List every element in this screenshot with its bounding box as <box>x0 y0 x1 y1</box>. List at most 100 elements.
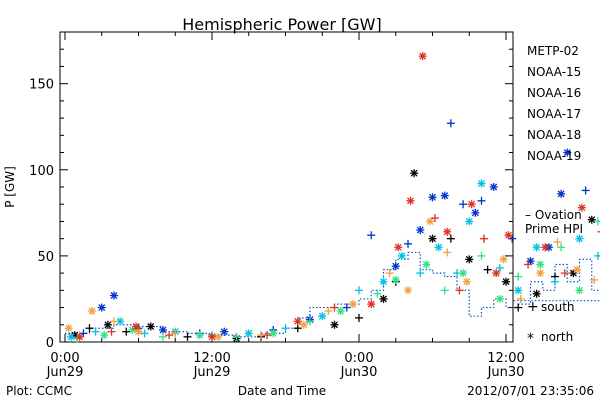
south-point <box>306 317 314 326</box>
plot-area <box>59 31 514 343</box>
mark-stroke <box>514 286 522 294</box>
north-point <box>87 307 96 315</box>
south-point <box>263 331 272 340</box>
mark-stroke <box>406 197 414 205</box>
north-point <box>477 179 486 188</box>
mark-stroke <box>576 286 583 294</box>
south-point <box>159 332 167 341</box>
mark-stroke <box>422 261 430 268</box>
south-point <box>557 243 566 252</box>
south-point <box>553 238 562 247</box>
mark-stroke <box>496 295 504 303</box>
mark-stroke <box>100 331 108 339</box>
south-point <box>479 234 488 243</box>
south-point <box>483 265 492 274</box>
north-point <box>100 331 109 340</box>
y-tick-labels: 0 50 100 150 <box>29 78 54 351</box>
mark-stroke <box>398 252 406 260</box>
north-point <box>64 324 73 333</box>
north-point <box>489 183 498 191</box>
south-point <box>122 327 131 336</box>
mark-stroke <box>490 183 498 191</box>
north-point <box>75 332 84 341</box>
south-point <box>281 324 290 333</box>
south-point <box>385 269 394 278</box>
x-tick-date: Jun30 <box>487 365 525 380</box>
footer-left: Plot: CCMC <box>6 384 72 398</box>
mark-stroke <box>578 204 586 212</box>
legend-item: NOAA-15 <box>527 65 581 79</box>
south-point <box>293 324 302 333</box>
north-point <box>465 255 474 264</box>
mark-stroke <box>116 317 124 325</box>
north-point <box>575 234 584 243</box>
south-point <box>455 286 464 295</box>
mark-stroke <box>147 323 155 330</box>
mark-stroke <box>471 209 479 217</box>
mark-stroke <box>468 200 476 208</box>
south-point <box>430 214 439 222</box>
south-point <box>446 119 455 128</box>
north-point <box>422 260 431 269</box>
mark-stroke <box>536 269 544 277</box>
legend-item: NOAA-17 <box>527 107 581 121</box>
legend-item: METP-02 <box>527 44 579 58</box>
south-point <box>367 231 376 240</box>
mark-stroke <box>220 328 228 336</box>
south-point <box>183 332 192 341</box>
north-point <box>434 243 443 252</box>
footer-right: 2012/07/01 23:35:06 <box>467 384 594 398</box>
mark-stroke <box>349 300 357 308</box>
north-point <box>563 148 572 157</box>
north-point <box>514 286 523 295</box>
north-point <box>499 255 508 264</box>
south-point <box>516 294 525 303</box>
north-point <box>116 317 125 326</box>
mark-stroke <box>492 269 500 277</box>
north-point <box>391 262 400 271</box>
y-tick-label: 50 <box>37 250 54 265</box>
south-point <box>85 324 94 333</box>
north-point <box>208 332 216 341</box>
mark-stroke <box>588 216 596 224</box>
mark-stroke <box>104 321 112 329</box>
north-point <box>244 329 253 338</box>
north-label: north <box>541 330 573 344</box>
mark-stroke <box>419 52 427 60</box>
north-point <box>459 269 468 278</box>
y-axis-label: P [GW] <box>3 166 17 208</box>
south-point <box>373 289 382 298</box>
legend-item: NOAA-16 <box>527 86 581 100</box>
south-point <box>508 234 517 243</box>
mark-stroke <box>576 235 583 243</box>
north-point <box>532 289 541 298</box>
south-point <box>110 317 118 326</box>
north-point <box>418 52 427 61</box>
mark-stroke <box>76 333 84 341</box>
north-point <box>410 169 419 178</box>
south-point <box>477 196 486 205</box>
north-point <box>532 243 541 252</box>
mark-stroke <box>132 323 140 330</box>
north-point <box>428 234 437 243</box>
ovation-step-path <box>65 251 600 338</box>
mark-stroke <box>536 261 544 268</box>
mark-stroke <box>331 321 338 329</box>
south-point <box>551 277 559 286</box>
south-point <box>232 332 241 341</box>
south-point <box>597 231 600 233</box>
mark-stroke <box>443 228 451 236</box>
south-point <box>446 234 455 243</box>
x-tick-time: 0:00 <box>344 351 373 366</box>
mark-stroke <box>465 255 473 263</box>
north-point <box>97 303 106 312</box>
mark-stroke <box>269 329 277 337</box>
south-point <box>330 303 339 312</box>
south-point <box>355 313 363 322</box>
north-point <box>492 269 501 278</box>
north-point <box>426 217 435 226</box>
mark-stroke <box>98 304 106 312</box>
south-point <box>590 276 599 284</box>
north-point <box>318 312 327 321</box>
